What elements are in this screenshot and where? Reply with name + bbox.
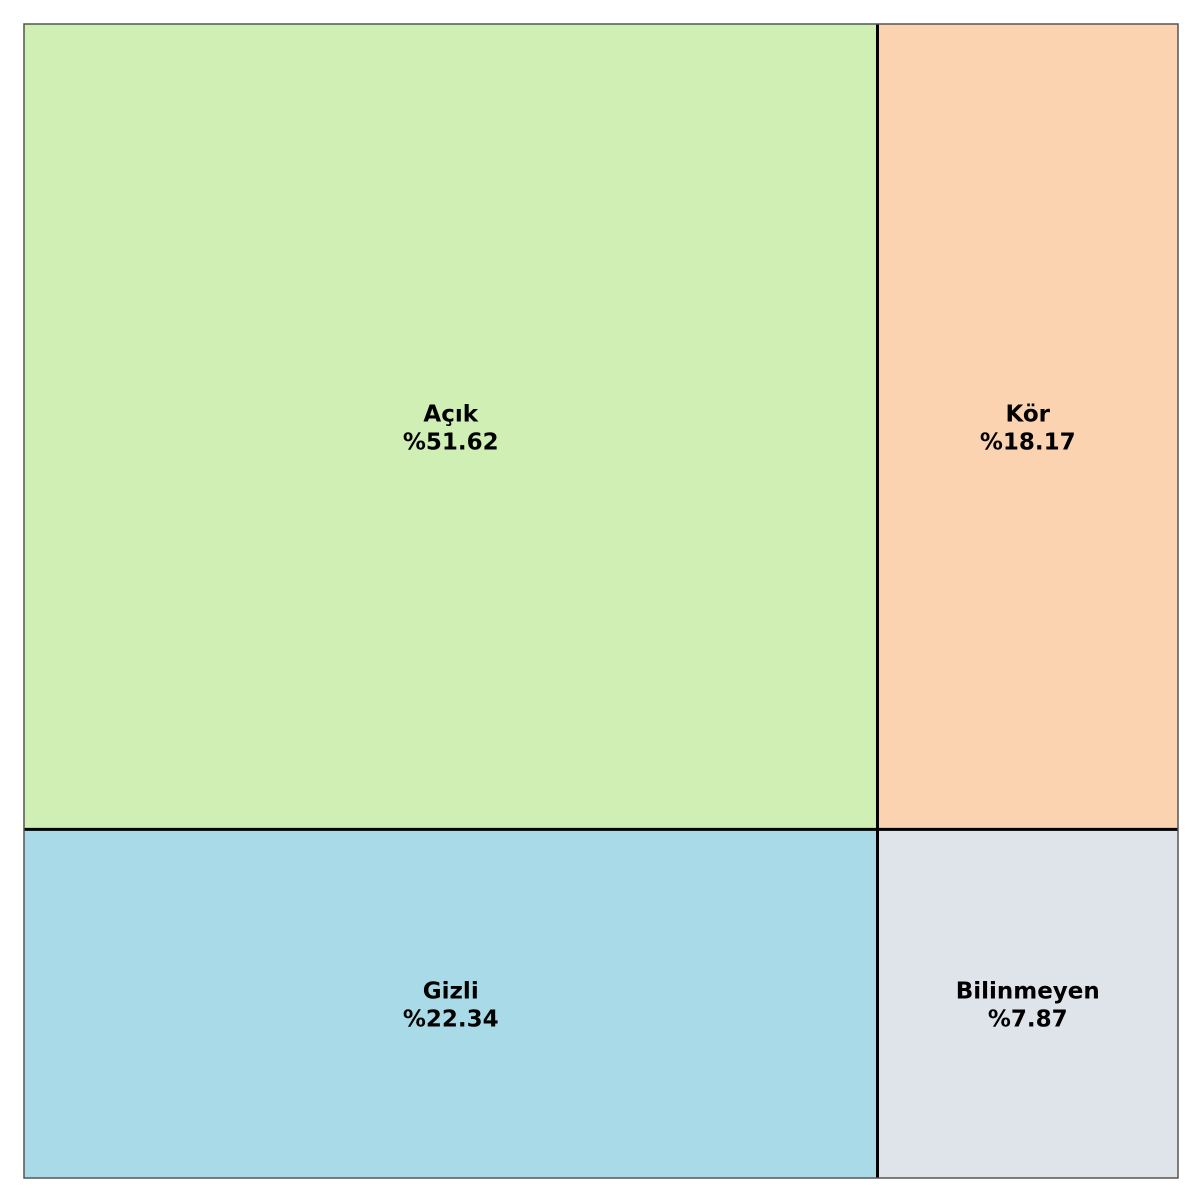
treemap-cell-2-rect — [24, 829, 878, 1178]
treemap-cell-0-value: %51.62 — [403, 430, 499, 456]
treemap-frame — [23, 23, 1179, 1179]
treemap-cell-0-label: Açık — [423, 402, 478, 428]
treemap-cell-2-label: Gizli — [423, 979, 479, 1005]
treemap-labels: Açık%51.62 Kör%18.17 Gizli%22.34 Bilinmeyen… — [403, 402, 1100, 1033]
treemap-cell-1-value: %18.17 — [980, 430, 1076, 456]
treemap-cell-3-rect — [877, 829, 1178, 1178]
treemap-cell-3-label: Bilinmeyen — [956, 979, 1100, 1005]
treemap-cell-0-rect — [24, 24, 878, 830]
treemap-cells — [24, 24, 1178, 1178]
treemap-cell-2-value: %22.34 — [403, 1007, 499, 1033]
treemap-cell-1-rect — [877, 24, 1178, 830]
treemap-cell-1-label: Kör — [1005, 402, 1050, 428]
treemap-dividers — [24, 24, 1178, 1178]
treemap-cell-3-value: %7.87 — [988, 1007, 1068, 1033]
